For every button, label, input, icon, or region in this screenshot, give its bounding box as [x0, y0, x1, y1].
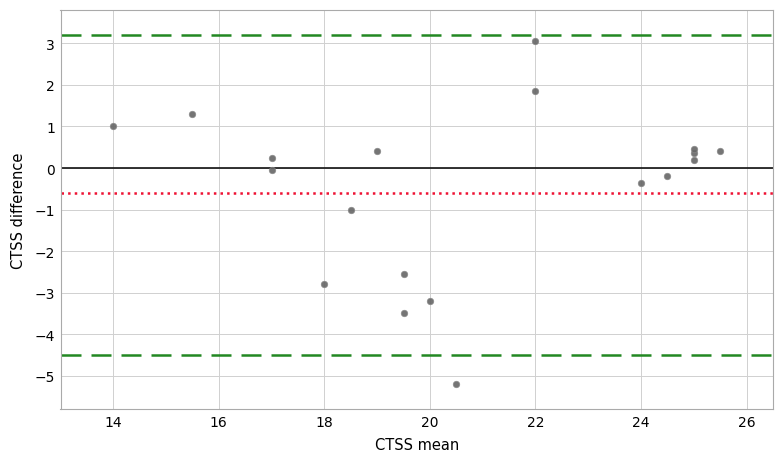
Point: [265, 155, 278, 162]
Point: [265, 167, 278, 175]
Point: [186, 111, 198, 119]
Point: [450, 381, 463, 388]
Point: [423, 298, 436, 305]
Point: [397, 310, 410, 318]
Point: [688, 146, 700, 154]
Y-axis label: CTSS difference: CTSS difference: [11, 152, 26, 268]
Point: [529, 88, 542, 96]
X-axis label: CTSS mean: CTSS mean: [375, 437, 459, 452]
Point: [688, 150, 700, 158]
Point: [688, 156, 700, 164]
Point: [318, 281, 331, 288]
Point: [397, 271, 410, 278]
Point: [714, 148, 727, 156]
Point: [371, 148, 383, 156]
Point: [529, 38, 542, 46]
Point: [635, 180, 648, 187]
Point: [344, 206, 357, 214]
Point: [661, 173, 673, 181]
Point: [107, 124, 119, 131]
